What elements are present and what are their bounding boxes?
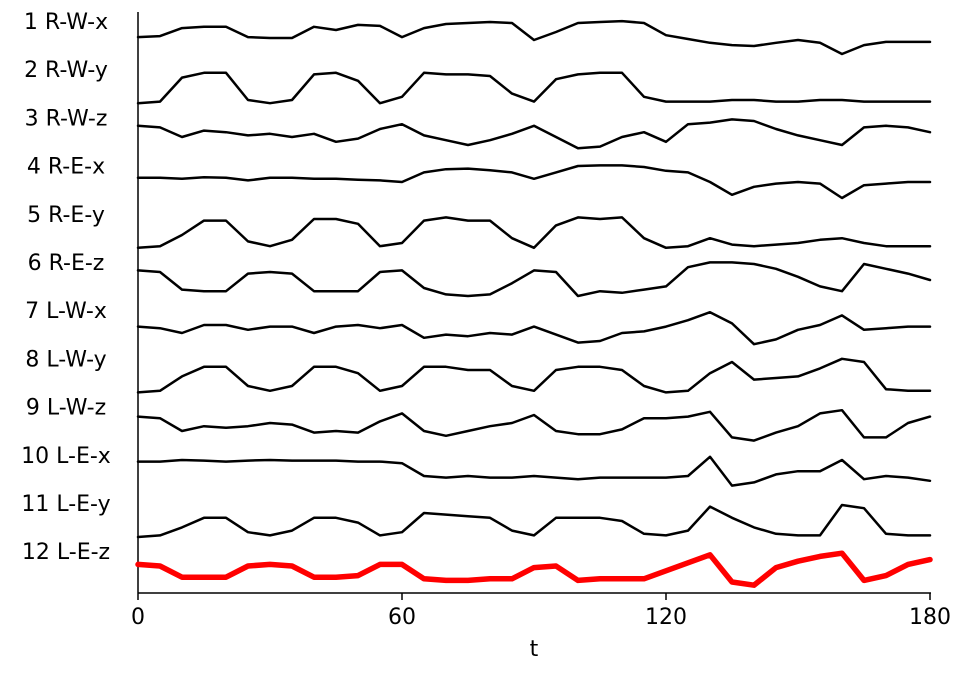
trace-label: 1 R-W-x <box>24 10 108 35</box>
trace-line <box>136 261 932 298</box>
trace-label: 10 L-E-x <box>21 444 111 469</box>
trace-line <box>136 503 932 539</box>
trace-line <box>136 19 932 56</box>
trace-line <box>136 118 932 150</box>
trace-label: 11 L-E-y <box>21 492 110 517</box>
trace-label: 8 L-W-y <box>25 347 106 372</box>
trace-label: 9 L-W-z <box>26 396 106 421</box>
x-tick-label: 120 <box>645 605 687 630</box>
trace-line <box>136 455 932 487</box>
trace-label: 5 R-E-y <box>27 203 105 228</box>
x-axis-label: t <box>530 637 539 662</box>
trace-line <box>136 216 932 250</box>
x-tick-label: 180 <box>909 605 951 630</box>
trace-label: 12 L-E-z <box>22 540 110 565</box>
trace-label: 3 R-W-z <box>25 106 108 131</box>
x-tick-label: 0 <box>131 605 145 630</box>
trace-line <box>136 71 932 105</box>
trace-label: 7 L-W-x <box>25 299 107 324</box>
trace-line <box>136 164 932 200</box>
trace-line <box>136 357 932 394</box>
x-tick-label: 60 <box>388 605 416 630</box>
trace-label: 2 R-W-y <box>24 58 108 83</box>
trace-line <box>136 408 932 442</box>
trace-line <box>136 310 932 346</box>
trace-label: 6 R-E-z <box>28 251 105 276</box>
trace-label: 4 R-E-x <box>27 155 105 180</box>
trace-line <box>135 550 933 588</box>
